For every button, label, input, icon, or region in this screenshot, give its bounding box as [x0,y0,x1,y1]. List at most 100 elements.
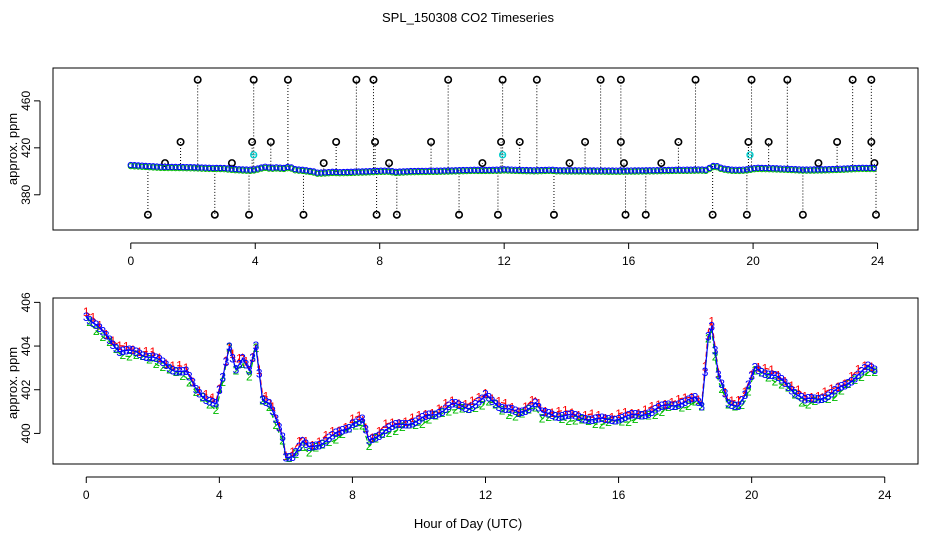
top-series-point [583,167,590,174]
bottom-series-1-marker: 1 [83,305,90,319]
bottom-series-1-marker: 1 [502,397,509,411]
bottom-series-1-marker: 1 [389,416,396,430]
bottom-series-1-marker: 1 [762,361,769,375]
top-outlier-high-point [596,75,605,84]
bottom-series-3-marker: 3 [828,387,835,401]
top-series-point [228,165,235,172]
bottom-series-2-marker: 2 [865,365,872,379]
top-series-point [374,167,381,175]
bottom-series-3-marker: 3 [688,391,695,405]
bottom-series-3-marker: 3 [755,363,762,377]
bottom-series-1-marker: 1 [848,370,855,384]
bottom-series-3-marker: 3 [725,396,732,410]
top-series-point [721,165,728,172]
bottom-series-3-marker: 3 [658,399,665,413]
bottom-series-3-marker: 3 [376,429,383,443]
bottom-series-3-line [85,316,876,459]
bottom-series-2-marker: 2 [778,377,785,391]
bottom-series-3-marker: 3 [851,372,858,386]
bottom-series-1-marker: 1 [688,390,695,404]
top-series-point [620,167,627,174]
bottom-series-2-marker: 2 [559,412,566,426]
bottom-series-3-marker: 3 [495,400,502,414]
bottom-series-3-marker: 3 [246,364,253,378]
bottom-series-1-marker: 1 [96,319,103,333]
bottom-series-3-marker: 3 [575,410,582,424]
bottom-series-3-marker: 3 [788,384,795,398]
top-series-point [777,165,784,172]
top-outlier-mid-point [833,137,842,146]
bottom-series-1-marker: 1 [535,397,542,411]
bottom-series-3-marker: 3 [718,377,725,391]
bottom-series-1-marker: 1 [476,391,483,405]
top-series-point [501,166,508,173]
bottom-series-3-marker: 3 [296,440,303,454]
top-series-point [530,167,538,174]
top-series-point [840,165,848,172]
bottom-series-1-marker: 1 [522,400,529,414]
bottom-series-1-marker: 1 [609,410,616,424]
bottom-series-1-marker: 1 [163,357,170,371]
bottom-series-3-marker: 3 [572,408,579,422]
bottom-series-1-marker: 1 [203,387,210,401]
bottom-series-2-marker: 2 [718,382,725,396]
bottom-series-3-marker: 3 [762,367,769,381]
bottom-series-3-marker: 3 [349,417,356,431]
top-series-point [385,167,392,174]
bottom-series-2-marker: 2 [858,370,865,384]
bottom-series-2-marker: 2 [519,406,526,420]
bottom-series-3-marker: 3 [565,408,572,422]
bottom-series-3-marker: 3 [485,390,492,404]
bottom-series-1-marker: 1 [169,359,176,373]
top-series-point [814,166,821,173]
bottom-series-3-marker: 3 [499,402,506,416]
top-series-point [318,169,325,176]
bottom-series-3-marker: 3 [269,404,276,418]
top-series-point [284,163,291,171]
bottom-series-3-marker: 3 [732,399,739,413]
bottom-series-3-marker: 3 [243,357,250,371]
top-series-point [415,167,422,175]
bottom-series-1-marker: 1 [269,400,276,414]
top-series-point [430,167,437,174]
bottom-series-2-marker: 2 [452,403,459,417]
top-x-tick-label: 8 [376,254,383,268]
bottom-series-1-marker: 1 [322,428,329,442]
bottom-series-1-marker: 1 [788,379,795,393]
bottom-series-2-marker: 2 [652,408,659,422]
top-outlier-low-point [299,210,308,219]
top-series-point [224,165,232,172]
bottom-series-3-marker: 3 [738,394,745,408]
top-series-point [601,167,609,174]
bottom-series-3-marker: 3 [429,408,436,422]
top-series-point [512,166,519,173]
bottom-series-3-marker: 3 [369,432,376,446]
bottom-series-3-marker: 3 [389,419,396,433]
bottom-series-3-marker: 3 [159,355,166,369]
bottom-series-3-marker: 3 [529,399,536,413]
bottom-series-3-marker: 3 [359,412,366,426]
top-series-point [710,162,717,170]
bottom-y-tick-label: 402 [19,379,33,399]
bottom-series-3-marker: 3 [722,386,729,400]
bottom-series-3-marker: 3 [166,362,173,376]
bottom-series-2-marker: 2 [366,439,373,453]
bottom-series-3-marker: 3 [379,426,386,440]
bottom-series-3-marker: 3 [745,378,752,392]
bottom-series-2-marker: 2 [738,398,745,412]
bottom-series-3-marker: 3 [562,409,569,423]
bottom-series-2-marker: 2 [585,414,592,428]
bottom-series-1-marker: 1 [309,439,316,453]
bottom-series-3-marker: 3 [316,439,323,453]
bottom-series-3-marker: 3 [715,368,722,382]
top-series-point [336,168,344,176]
bottom-series-3-marker: 3 [645,407,652,421]
bottom-series-3-marker: 3 [169,363,176,377]
top-series-point [448,167,456,174]
bottom-series-3-marker: 3 [206,395,213,409]
bottom-series-2-marker: 2 [299,440,306,454]
top-flag-point [498,151,507,159]
top-series-point [269,164,276,171]
top-outlier-low-point [210,210,219,219]
